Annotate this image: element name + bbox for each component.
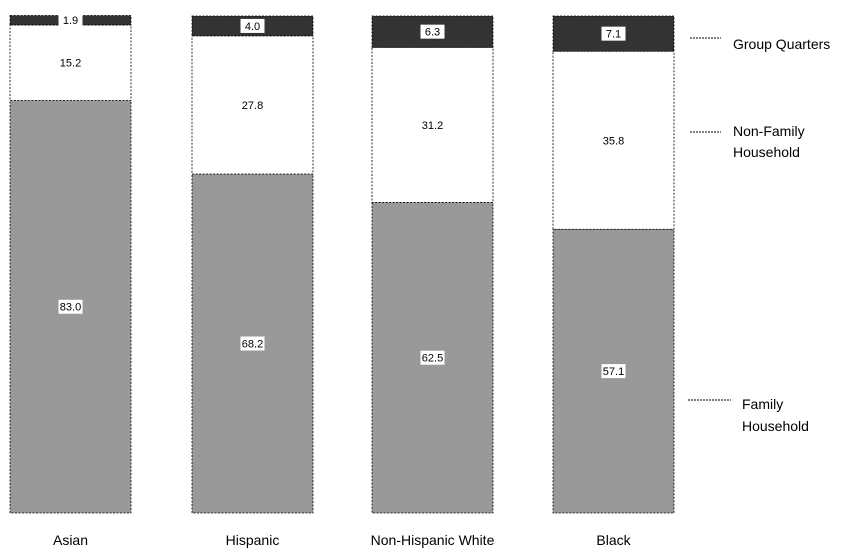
legend: Family Household Non-Family Household Group … [688, 36, 830, 434]
data-label-box [601, 26, 626, 41]
data-label-box [601, 133, 626, 148]
legend-label-non-family-household-line2: Household [733, 144, 800, 160]
data-label-box [420, 350, 445, 365]
data-label-asian-non-family-household: 15.2 [60, 58, 81, 70]
data-label-black-group-quarters: 7.1 [606, 29, 621, 41]
data-label-asian-group-quarters: 1.9 [63, 15, 78, 27]
legend-label-non-family-household-line1: Non-Family [733, 123, 805, 139]
category-label-hispanic: Hispanic [226, 532, 280, 548]
data-label-black-non-family-household: 35.8 [603, 135, 624, 147]
data-label-hispanic-group-quarters: 4.0 [245, 21, 260, 33]
value-labels-group: 83.0 15.2 1.9 68.2 27.8 4.0 62.5 31.2 6.3 57.1 35.… [58, 13, 626, 379]
data-label-box [240, 336, 265, 351]
data-label-box [240, 18, 265, 33]
data-label-non-hispanic-white-family-household: 62.5 [422, 353, 443, 365]
data-label-box [58, 55, 83, 70]
data-label-box [601, 364, 626, 379]
data-label-hispanic-non-family-household: 27.8 [242, 100, 263, 112]
data-label-box [58, 13, 83, 28]
legend-label-family-household-line1: Family [742, 396, 783, 412]
data-label-box [420, 24, 445, 39]
data-label-asian-family-household: 83.0 [60, 302, 81, 314]
category-label-non-hispanic-white: Non-Hispanic White [371, 532, 495, 548]
category-label-black: Black [596, 532, 631, 548]
legend-label-group-quarters: Group Quarters [733, 36, 830, 52]
data-label-non-hispanic-white-group-quarters: 6.3 [425, 27, 440, 39]
data-label-box [58, 299, 83, 314]
data-label-hispanic-family-household: 68.2 [242, 339, 263, 351]
data-label-box [420, 117, 445, 132]
data-label-non-hispanic-white-non-family-household: 31.2 [422, 120, 443, 132]
bars-group [9, 15, 675, 514]
category-label-asian: Asian [53, 532, 88, 548]
data-label-black-family-household: 57.1 [603, 366, 624, 378]
category-labels-group: Asian Hispanic Non-Hispanic White Black [53, 532, 632, 548]
legend-label-family-household-line2: Household [742, 418, 809, 434]
data-label-box [240, 97, 265, 112]
